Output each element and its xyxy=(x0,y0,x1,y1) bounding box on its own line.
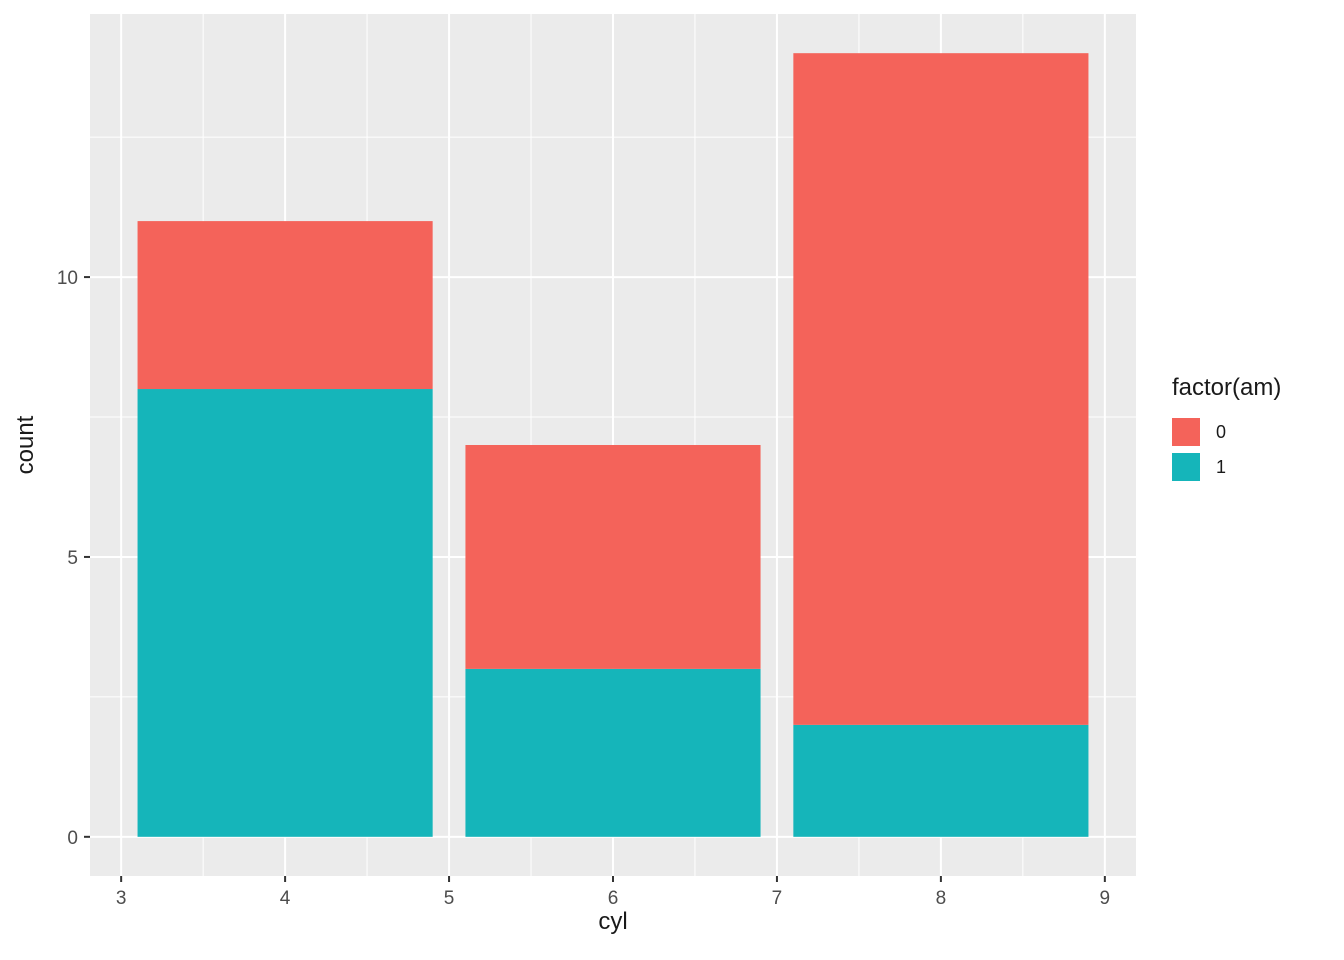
bar-segment-cyl6-am1 xyxy=(465,668,761,837)
x-axis-title: cyl xyxy=(598,908,628,935)
y-tick-label: 5 xyxy=(67,548,78,569)
legend-label: 0 xyxy=(1216,421,1227,442)
legend-swatch xyxy=(1172,418,1200,446)
bar-segment-cyl6-am0 xyxy=(465,445,761,669)
legend-entry-1: 1 xyxy=(1172,453,1281,481)
legend-title: factor(am) xyxy=(1172,374,1282,401)
x-tick-label: 9 xyxy=(1100,888,1111,909)
legend-swatch xyxy=(1172,453,1200,481)
bar-segment-cyl4-am1 xyxy=(137,389,433,837)
x-tick-label: 6 xyxy=(608,888,619,909)
bar-segment-cyl8-am1 xyxy=(793,724,1089,837)
legend-label: 1 xyxy=(1216,456,1227,477)
x-tick-label: 3 xyxy=(116,888,127,909)
x-tick-label: 5 xyxy=(444,888,455,909)
legend-entry-0: 0 xyxy=(1172,418,1281,446)
y-axis-title: count xyxy=(12,415,39,475)
bar-segment-cyl8-am0 xyxy=(793,53,1089,725)
y-tick-label: 10 xyxy=(57,268,78,289)
bar-segment-cyl4-am0 xyxy=(137,221,433,390)
x-tick-label: 8 xyxy=(936,888,947,909)
y-tick-label: 0 xyxy=(67,828,78,849)
x-tick-label: 4 xyxy=(280,888,291,909)
x-tick-label: 7 xyxy=(772,888,783,909)
